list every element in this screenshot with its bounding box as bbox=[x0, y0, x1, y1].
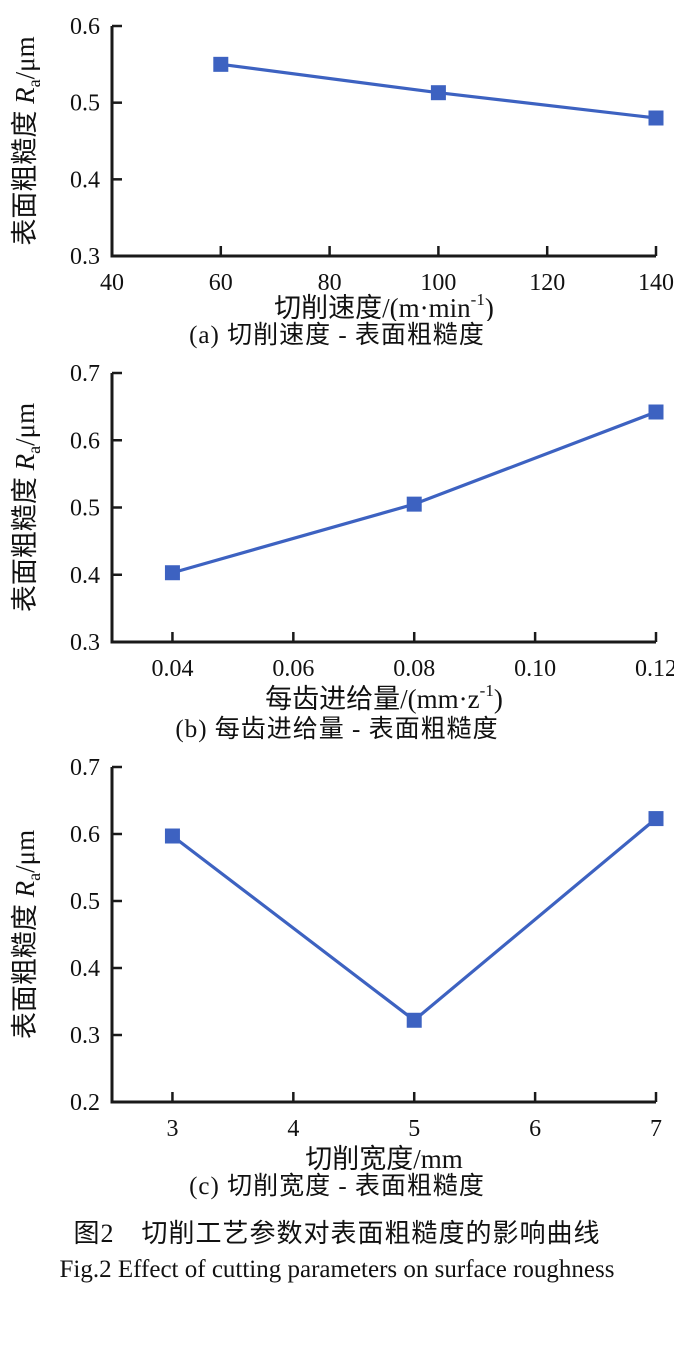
y-tick-label: 0.6 bbox=[70, 428, 100, 454]
x-tick-label: 3 bbox=[166, 1116, 178, 1142]
y-tick-label: 0.5 bbox=[70, 889, 100, 915]
figure-caption-zh: 图2 切削工艺参数对表面粗糙度的影响曲线 bbox=[73, 1219, 601, 1248]
y-tick-label: 0.7 bbox=[70, 755, 100, 781]
y-axis-label: 表面粗糙度 Ra/μm bbox=[10, 36, 44, 245]
y-axis-label: 表面粗糙度 Ra/μm bbox=[10, 403, 44, 612]
chart-b-plot: 0.04 0.06 0.08 0.10 0.12 0.3 0.4 0.5 0.6 0.7 表面粗糙度… bbox=[10, 361, 674, 714]
data-point-marker bbox=[406, 496, 422, 512]
chart-a-caption: (a) 切削速度 - 表面粗糙度 bbox=[189, 322, 485, 349]
x-tick-label: 0.04 bbox=[151, 656, 193, 682]
x-tick-label: 0.06 bbox=[272, 656, 314, 682]
x-tick-label: 0.08 bbox=[393, 656, 435, 682]
y-tick-label: 0.3 bbox=[70, 630, 100, 656]
axis-spines bbox=[110, 373, 656, 644]
chart-c: 3 4 5 6 7 0.2 0.3 0.4 0.5 0.6 0.7 表面粗糙度 Ra/μm 切削宽度/m… bbox=[0, 752, 674, 1199]
x-axis-label: 切削宽度/mm bbox=[305, 1144, 463, 1172]
x-tick-label: 120 bbox=[529, 270, 565, 296]
x-tick-label: 6 bbox=[529, 1116, 541, 1142]
data-point-marker bbox=[213, 56, 229, 72]
x-tick-label: 60 bbox=[209, 270, 233, 296]
axis-spines bbox=[110, 26, 656, 258]
chart-a-plot: 40 60 80 100 120 140 0.3 0.4 0.5 0.6 表面粗糙度 Ra/μm 切削… bbox=[10, 14, 674, 321]
x-tick-label: 100 bbox=[420, 270, 456, 296]
y-tick-label: 0.4 bbox=[70, 956, 100, 982]
x-tick-label: 0.12 bbox=[635, 656, 674, 682]
x-axis-label: 每齿进给量/(mm·z-1) bbox=[265, 681, 503, 714]
x-tick-label: 40 bbox=[100, 270, 124, 296]
y-axis-label: 表面粗糙度 Ra/μm bbox=[10, 830, 44, 1039]
y-tick-label: 0.5 bbox=[70, 496, 100, 522]
data-series-line bbox=[172, 410, 657, 575]
y-tick-label: 0.7 bbox=[70, 361, 100, 387]
data-point-marker bbox=[430, 85, 446, 101]
data-point-marker bbox=[648, 811, 664, 827]
x-tick-label: 140 bbox=[638, 270, 674, 296]
x-tick-label: 4 bbox=[287, 1116, 299, 1142]
x-tick-label: 0.10 bbox=[514, 656, 556, 682]
y-tick-label: 0.4 bbox=[70, 167, 100, 193]
data-point-marker bbox=[164, 565, 180, 581]
data-point-marker bbox=[164, 828, 180, 844]
x-tick-label: 5 bbox=[408, 1116, 420, 1142]
data-point-marker bbox=[648, 404, 664, 420]
figure-caption-en: Fig.2 Effect of cutting parameters on su… bbox=[59, 1256, 615, 1283]
chart-b: 0.04 0.06 0.08 0.10 0.12 0.3 0.4 0.5 0.6 0.7 表面粗糙度… bbox=[0, 358, 674, 742]
figure-container: 40 60 80 100 120 140 0.3 0.4 0.5 0.6 表面粗糙度 Ra/μm 切削… bbox=[0, 6, 674, 1283]
x-tick-label: 7 bbox=[650, 1116, 662, 1142]
y-tick-label: 0.6 bbox=[70, 14, 100, 40]
data-series-line bbox=[171, 817, 658, 1023]
axis-spines bbox=[110, 767, 656, 1104]
chart-c-caption: (c) 切削宽度 - 表面粗糙度 bbox=[189, 1173, 485, 1200]
chart-c-plot: 3 4 5 6 7 0.2 0.3 0.4 0.5 0.6 0.7 表面粗糙度 Ra/μm 切削宽度/m… bbox=[10, 755, 664, 1172]
y-tick-label: 0.2 bbox=[70, 1090, 100, 1116]
chart-b-caption: (b) 每齿进给量 - 表面粗糙度 bbox=[175, 716, 499, 743]
y-tick-label: 0.3 bbox=[70, 1023, 100, 1049]
y-tick-label: 0.4 bbox=[70, 563, 100, 589]
x-tick-label: 80 bbox=[318, 270, 342, 296]
y-tick-label: 0.6 bbox=[70, 822, 100, 848]
y-tick-label: 0.3 bbox=[70, 244, 100, 270]
chart-a: 40 60 80 100 120 140 0.3 0.4 0.5 0.6 表面粗糙度 Ra/μm 切削… bbox=[0, 6, 674, 348]
y-tick-label: 0.5 bbox=[70, 91, 100, 117]
data-point-marker bbox=[406, 1012, 422, 1028]
data-point-marker bbox=[648, 110, 664, 126]
x-axis-label: 切削速度/(m·min-1) bbox=[274, 290, 494, 321]
